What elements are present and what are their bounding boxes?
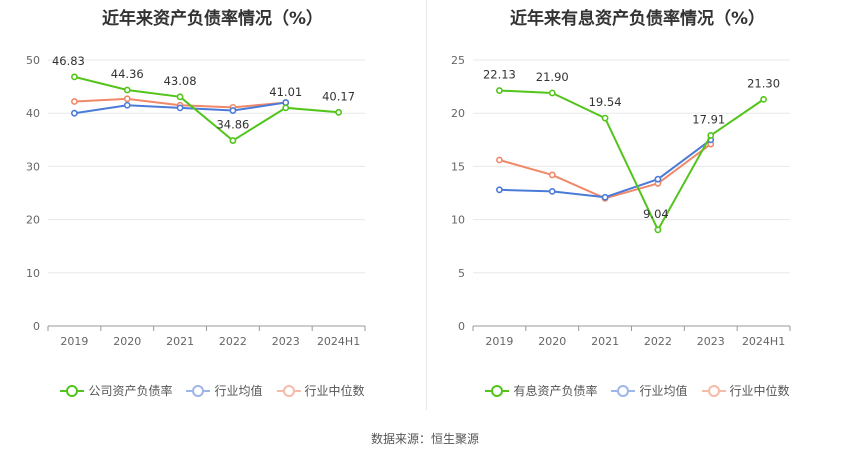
data-point[interactable] bbox=[71, 98, 78, 105]
y-tick-label: 40 bbox=[26, 107, 40, 120]
x-tick-label: 2022 bbox=[644, 335, 672, 348]
chart-svg-interest-debt-ratio: 0 5 10 15 20 25 2019 2020 2021 2022 2023 2024H1 22.1… bbox=[451, 54, 791, 348]
legend: 有息资产负债率 行业均值 行业中位数 bbox=[425, 382, 850, 399]
series-line-0 bbox=[499, 89, 765, 232]
data-label: 19.54 bbox=[589, 95, 622, 109]
legend-item-industry-mean[interactable]: 行业均值 bbox=[186, 382, 263, 399]
data-point[interactable] bbox=[176, 104, 184, 112]
data-point[interactable] bbox=[496, 87, 503, 94]
legend-label: 公司资产负债率 bbox=[88, 384, 173, 398]
data-point[interactable] bbox=[71, 73, 78, 81]
data-point[interactable] bbox=[496, 156, 503, 164]
data-label: 46.83 bbox=[52, 54, 85, 68]
data-label: 17.91 bbox=[692, 112, 725, 126]
data-point[interactable] bbox=[654, 226, 662, 234]
series-line-0 bbox=[74, 75, 339, 142]
data-point[interactable] bbox=[548, 171, 556, 179]
data-point[interactable] bbox=[229, 107, 237, 114]
legend-item-company[interactable]: 有息资产负债率 bbox=[485, 382, 597, 399]
x-tick-label: 2020 bbox=[113, 335, 141, 348]
data-label: 22.13 bbox=[483, 68, 516, 82]
data-label: 44.36 bbox=[111, 67, 144, 81]
data-label: 21.90 bbox=[536, 70, 569, 84]
y-tick-label: 20 bbox=[26, 214, 40, 227]
legend-label: 行业均值 bbox=[639, 384, 688, 398]
legend-swatch-icon bbox=[60, 384, 85, 397]
legend-swatch-icon bbox=[485, 384, 510, 397]
x-tick-label: 2021 bbox=[166, 335, 194, 348]
x-tick-label: 2023 bbox=[272, 335, 300, 348]
data-point[interactable] bbox=[282, 104, 290, 112]
data-point[interactable] bbox=[548, 188, 556, 195]
y-tick-label: 10 bbox=[451, 214, 465, 227]
data-point[interactable] bbox=[176, 93, 184, 101]
data-label: 34.86 bbox=[216, 118, 249, 132]
data-point[interactable] bbox=[229, 137, 237, 144]
x-tick-label: 2021 bbox=[591, 335, 619, 348]
chart-title: 近年来资产负债率情况（%） bbox=[101, 9, 324, 29]
legend-item-industry-median[interactable]: 行业中位数 bbox=[701, 382, 790, 399]
x-tick-label: 2019 bbox=[60, 335, 88, 348]
data-label: 21.30 bbox=[747, 76, 780, 90]
legend-swatch-icon bbox=[186, 384, 211, 397]
data-point[interactable] bbox=[123, 101, 131, 109]
data-point[interactable] bbox=[123, 95, 131, 103]
y-tick-label: 10 bbox=[26, 267, 40, 280]
data-label: 9.04 bbox=[643, 207, 669, 221]
data-point[interactable] bbox=[335, 108, 342, 116]
x-tick-label: 2020 bbox=[538, 335, 566, 348]
y-tick-label: 30 bbox=[26, 160, 40, 173]
chart-title: 近年来有息资产负债率情况（%） bbox=[509, 9, 766, 29]
y-tick-label: 0 bbox=[33, 320, 40, 333]
data-point[interactable] bbox=[496, 186, 503, 194]
y-tick-label: 0 bbox=[458, 320, 465, 333]
legend-swatch-icon bbox=[276, 384, 301, 397]
y-tick-label: 20 bbox=[451, 107, 465, 120]
y-tick-label: 5 bbox=[458, 267, 465, 280]
data-point[interactable] bbox=[601, 193, 609, 201]
legend-label: 行业中位数 bbox=[304, 384, 365, 398]
legend-swatch-icon bbox=[701, 384, 726, 397]
legend-label: 行业中位数 bbox=[729, 384, 790, 398]
x-tick-label: 2024H1 bbox=[317, 335, 360, 348]
data-point[interactable] bbox=[282, 99, 290, 106]
legend-item-industry-median[interactable]: 行业中位数 bbox=[276, 382, 365, 399]
x-tick-label: 2019 bbox=[485, 335, 513, 348]
data-label: 41.01 bbox=[269, 85, 302, 99]
y-tick-label: 25 bbox=[451, 54, 465, 67]
y-tick-label: 15 bbox=[451, 160, 465, 173]
legend-item-company[interactable]: 公司资产负债率 bbox=[60, 382, 172, 399]
y-tick-label: 50 bbox=[26, 54, 40, 67]
legend-item-industry-mean[interactable]: 行业均值 bbox=[611, 382, 688, 399]
data-point[interactable] bbox=[548, 89, 556, 97]
data-point[interactable] bbox=[71, 109, 78, 117]
legend-swatch-icon bbox=[611, 384, 636, 397]
chart-panel-interest-debt-ratio: 近年来有息资产负债率情况（%） 0 5 10 15 20 25 2019 2020 2021 20… bbox=[425, 0, 850, 410]
legend: 公司资产负债率 行业均值 行业中位数 bbox=[0, 382, 425, 399]
legend-label: 行业均值 bbox=[214, 384, 263, 398]
data-point[interactable] bbox=[654, 175, 662, 183]
panel-divider bbox=[426, 0, 427, 410]
legend-label: 有息资产负债率 bbox=[513, 384, 598, 398]
chart-panel-debt-ratio: 近年来资产负债率情况（%） 0 10 20 30 40 50 2019 2020 2021 202… bbox=[0, 0, 425, 410]
data-label: 40.17 bbox=[322, 89, 355, 103]
data-point[interactable] bbox=[760, 95, 767, 103]
data-point[interactable] bbox=[123, 86, 131, 94]
data-point[interactable] bbox=[601, 114, 609, 122]
data-point[interactable] bbox=[707, 132, 715, 139]
x-tick-label: 2023 bbox=[697, 335, 725, 348]
x-tick-label: 2022 bbox=[219, 335, 247, 348]
x-tick-label: 2024H1 bbox=[742, 335, 785, 348]
data-label: 43.08 bbox=[164, 74, 197, 88]
chart-svg-debt-ratio: 0 10 20 30 40 50 2019 2020 2021 2022 2023 2024H1 46.… bbox=[26, 54, 366, 348]
data-source-note: 数据来源：恒生聚源 bbox=[370, 432, 479, 446]
